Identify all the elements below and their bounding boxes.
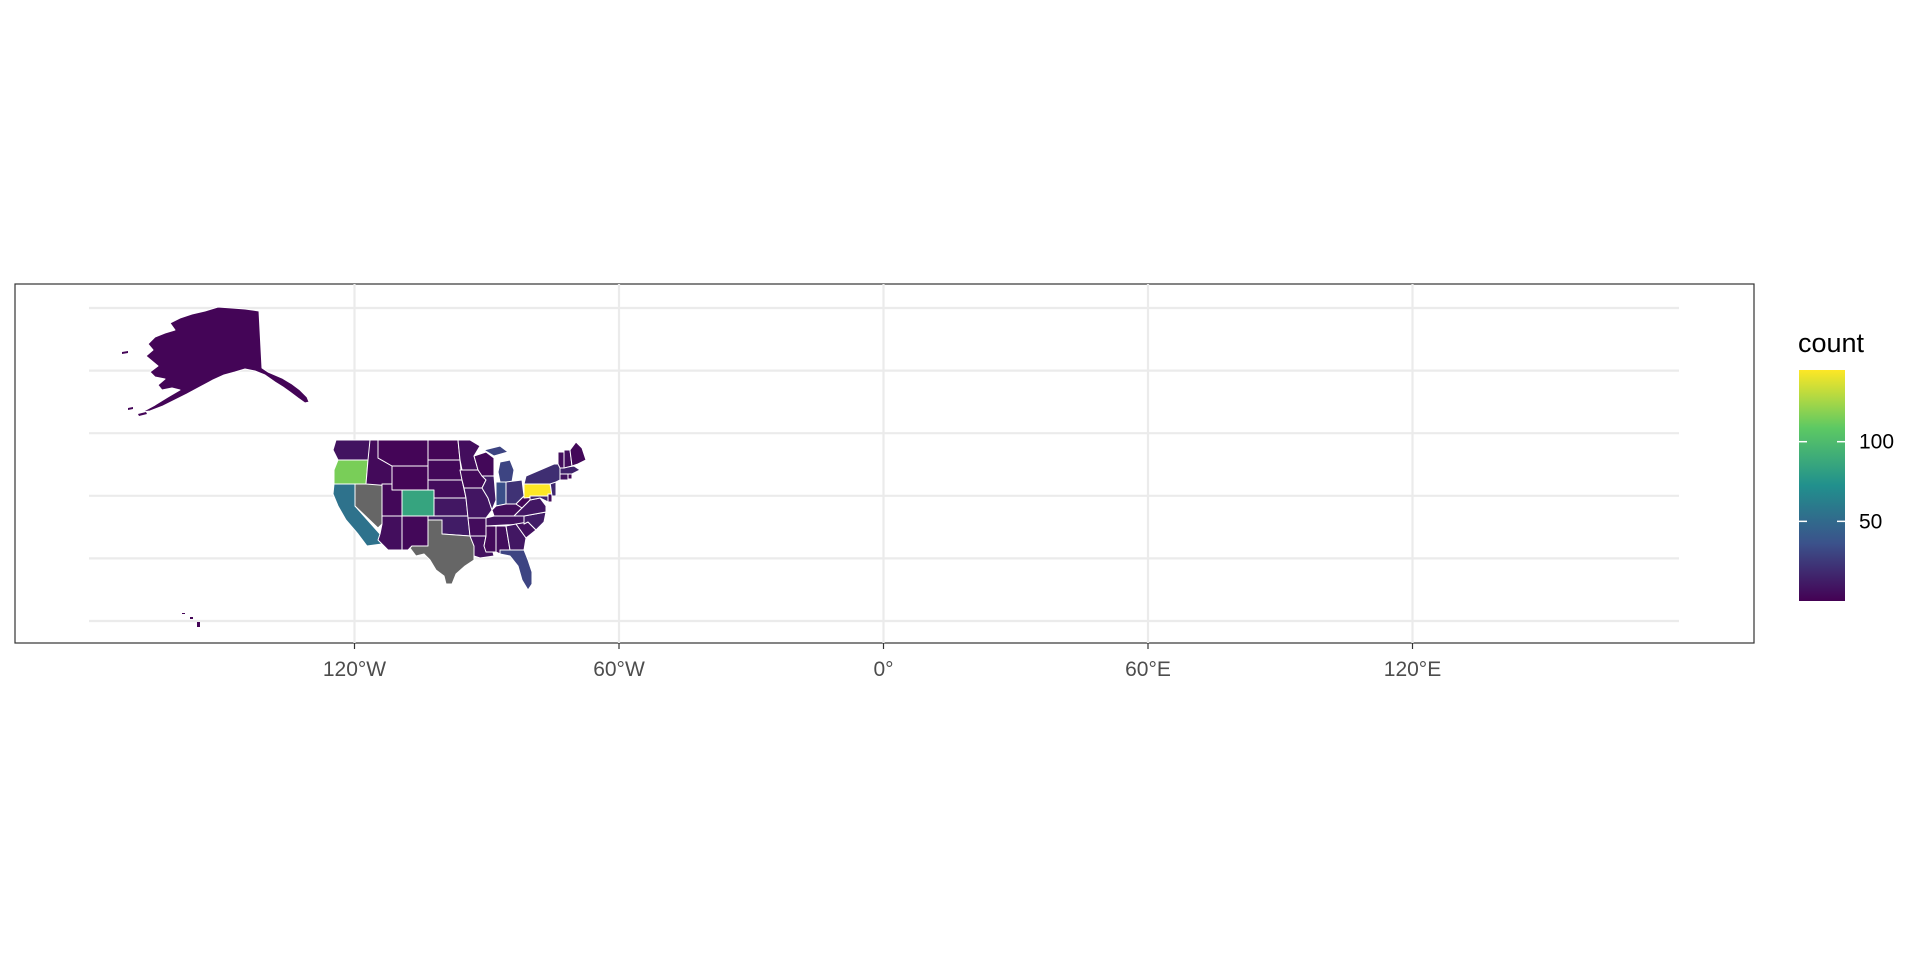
state-indiana [495,481,507,507]
x-axis: 120°W 60°W 0° 60°E 120°E [323,643,1441,681]
legend-title: count [1798,328,1865,358]
state-hawaii [182,613,200,627]
state-maryland [529,495,549,503]
state-mississippi [483,525,497,553]
state-connecticut [559,473,569,481]
state-colorado [401,489,435,517]
vertical-gridlines [353,284,1414,643]
x-tick-label: 120°E [1384,658,1441,681]
legend-ticks: 50 100 [1799,431,1894,533]
state-new-mexico [401,515,429,551]
state-shapes [122,306,587,627]
legend-colorbar [1799,370,1845,601]
x-tick-label: 60°W [593,658,645,681]
state-maine [569,441,587,467]
x-tick-label: 0° [873,658,893,681]
state-delaware [547,493,553,503]
state-georgia [505,523,527,551]
state-florida [499,549,533,591]
state-arkansas [467,517,489,537]
state-rhode-island [567,473,573,480]
state-kansas [433,497,469,517]
state-south-dakota [427,459,463,481]
x-tick-label: 120°W [323,658,386,681]
state-washington [332,439,371,461]
state-illinois [481,475,497,511]
state-nebraska [427,479,467,499]
state-wyoming [391,465,429,491]
state-oregon [333,459,369,485]
state-north-dakota [427,439,461,461]
x-tick-label: 60°E [1125,658,1171,681]
state-montana [377,439,429,467]
legend: count 50 100 [1798,328,1894,601]
legend-tick-label: 50 [1859,510,1882,533]
state-vermont [557,451,565,469]
legend-tick-label: 100 [1859,431,1894,454]
state-alaska [141,306,310,413]
